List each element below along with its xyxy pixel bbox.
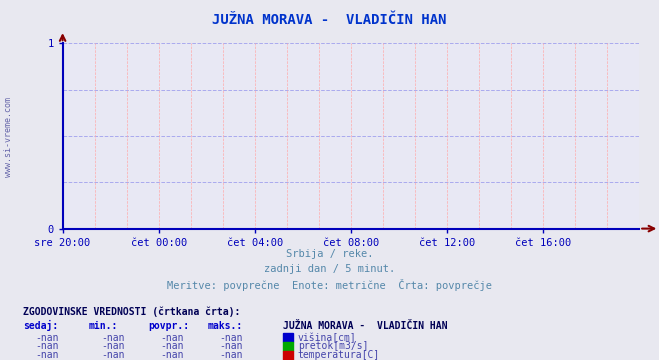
Text: min.:: min.: <box>89 321 119 331</box>
Text: -nan: -nan <box>101 333 125 343</box>
Text: ZGODOVINSKE VREDNOSTI (črtkana črta):: ZGODOVINSKE VREDNOSTI (črtkana črta): <box>23 306 241 317</box>
Text: zadnji dan / 5 minut.: zadnji dan / 5 minut. <box>264 264 395 274</box>
Text: višina[cm]: višina[cm] <box>298 333 357 343</box>
Text: www.si-vreme.com: www.si-vreme.com <box>4 97 13 177</box>
Text: -nan: -nan <box>219 350 243 360</box>
Text: povpr.:: povpr.: <box>148 321 189 331</box>
Text: maks.:: maks.: <box>208 321 243 331</box>
Text: -nan: -nan <box>35 350 59 360</box>
Text: -nan: -nan <box>160 333 184 343</box>
Text: -nan: -nan <box>160 341 184 351</box>
Text: -nan: -nan <box>219 341 243 351</box>
Text: -nan: -nan <box>35 333 59 343</box>
Text: pretok[m3/s]: pretok[m3/s] <box>298 341 368 351</box>
Text: -nan: -nan <box>35 341 59 351</box>
Text: temperatura[C]: temperatura[C] <box>298 350 380 360</box>
Text: sedaj:: sedaj: <box>23 320 58 331</box>
Text: JUŽNA MORAVA -  VLADIČIN HAN: JUŽNA MORAVA - VLADIČIN HAN <box>283 321 448 331</box>
Text: Meritve: povprečne  Enote: metrične  Črta: povprečje: Meritve: povprečne Enote: metrične Črta:… <box>167 279 492 291</box>
Text: Srbija / reke.: Srbija / reke. <box>286 249 373 259</box>
Text: JUŽNA MORAVA -  VLADIČIN HAN: JUŽNA MORAVA - VLADIČIN HAN <box>212 13 447 27</box>
Text: -nan: -nan <box>101 350 125 360</box>
Text: -nan: -nan <box>160 350 184 360</box>
Text: -nan: -nan <box>101 341 125 351</box>
Text: -nan: -nan <box>219 333 243 343</box>
